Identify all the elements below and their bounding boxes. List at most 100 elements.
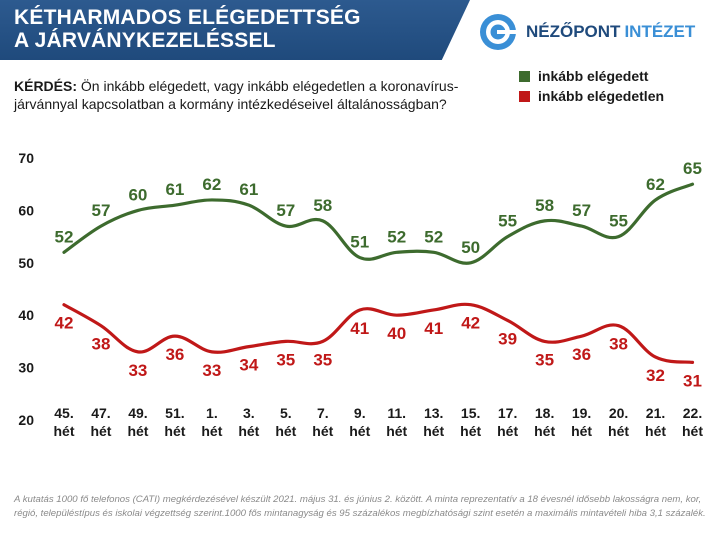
data-label-satisfied: 57 — [276, 201, 295, 220]
x-tick-label: 9. — [354, 405, 366, 421]
data-label-satisfied: 55 — [609, 212, 628, 231]
nezopont-logo: NÉZŐPONT INTÉZET — [478, 12, 695, 52]
series-line-dissatisfied — [62, 302, 695, 364]
x-tick-label: 18. — [535, 405, 554, 421]
data-label-dissatisfied: 42 — [55, 314, 74, 333]
x-tick-label: 49. — [128, 405, 147, 421]
data-label-satisfied: 58 — [313, 196, 332, 215]
data-label-satisfied: 57 — [92, 201, 111, 220]
x-tick-label: 17. — [498, 405, 517, 421]
legend-item-satisfied: inkább elégedett — [519, 66, 664, 86]
x-tick-label: 22. — [683, 405, 702, 421]
data-label-satisfied: 60 — [128, 185, 147, 204]
data-label-dissatisfied: 42 — [461, 314, 480, 333]
logo-icon — [480, 14, 517, 50]
data-label-dissatisfied: 41 — [350, 319, 369, 338]
y-tick-label: 20 — [18, 412, 34, 428]
x-tick-label-unit: hét — [349, 423, 370, 439]
legend-swatch-dissatisfied — [519, 90, 530, 102]
logo-text: NÉZŐPONT INTÉZET — [526, 22, 695, 42]
question-text: KÉRDÉS: Ön inkább elégedett, vagy inkább… — [14, 77, 514, 113]
title-banner — [0, 0, 470, 60]
y-tick-label: 60 — [18, 202, 34, 218]
data-label-satisfied: 57 — [572, 201, 591, 220]
x-tick-label-unit: hét — [534, 423, 555, 439]
data-label-dissatisfied: 32 — [646, 366, 665, 385]
y-tick-label: 40 — [18, 307, 34, 323]
chart-legend: inkább elégedett inkább elégedetlen — [519, 66, 664, 106]
x-tick-label: 1. — [206, 405, 218, 421]
data-label-satisfied: 50 — [461, 238, 480, 257]
series-line-satisfied — [62, 182, 695, 265]
data-label-satisfied: 65 — [683, 159, 702, 178]
x-tick-label: 20. — [609, 405, 628, 421]
x-tick-label-unit: hét — [275, 423, 296, 439]
data-label-dissatisfied: 34 — [239, 356, 258, 375]
data-label-satisfied: 62 — [646, 175, 665, 194]
data-label-satisfied: 58 — [535, 196, 554, 215]
x-tick-label: 13. — [424, 405, 443, 421]
data-label-dissatisfied: 35 — [276, 350, 295, 369]
data-label-satisfied: 55 — [498, 212, 517, 231]
x-tick-label-unit: hét — [497, 423, 518, 439]
x-tick-label-unit: hét — [571, 423, 592, 439]
x-tick-label: 19. — [572, 405, 591, 421]
x-tick-label-unit: hét — [386, 423, 407, 439]
data-label-dissatisfied: 38 — [609, 335, 628, 354]
legend-label-dissatisfied: inkább elégedetlen — [538, 88, 665, 104]
data-label-dissatisfied: 33 — [128, 361, 147, 380]
x-tick-label: 15. — [461, 405, 480, 421]
data-label-dissatisfied: 35 — [313, 350, 332, 369]
y-tick-label: 70 — [18, 150, 34, 166]
footnote: A kutatás 1000 fő telefonos (CATI) megké… — [14, 494, 706, 519]
x-tick-label: 5. — [280, 405, 292, 421]
data-label-satisfied: 61 — [239, 180, 258, 199]
data-label-satisfied: 61 — [165, 180, 184, 199]
x-tick-label-unit: hét — [645, 423, 666, 439]
data-label-satisfied: 52 — [55, 227, 74, 246]
x-tick-label: 51. — [165, 405, 184, 421]
x-tick-label-unit: hét — [423, 423, 444, 439]
x-tick-label-unit: hét — [312, 423, 333, 439]
data-label-satisfied: 52 — [387, 227, 406, 246]
x-tick-label-unit: hét — [608, 423, 629, 439]
data-label-dissatisfied: 36 — [572, 345, 591, 364]
data-label-dissatisfied: 41 — [424, 319, 443, 338]
data-label-satisfied: 62 — [202, 175, 221, 194]
title-line-1: KÉTHARMADOS ELÉGEDETTSÉG — [14, 6, 361, 29]
x-tick-label: 45. — [54, 405, 73, 421]
x-tick-label-unit: hét — [201, 423, 222, 439]
data-label-satisfied: 52 — [424, 227, 443, 246]
legend-swatch-satisfied — [519, 70, 530, 82]
data-label-dissatisfied: 35 — [535, 350, 554, 369]
page-title: KÉTHARMADOS ELÉGEDETTSÉG A JÁRVÁNYKEZELÉ… — [14, 6, 361, 52]
x-tick-label: 47. — [91, 405, 110, 421]
data-label-dissatisfied: 36 — [165, 345, 184, 364]
x-tick-label-unit: hét — [238, 423, 259, 439]
x-tick-label: 7. — [317, 405, 329, 421]
logo-text-part2: INTÉZET — [624, 22, 696, 41]
x-tick-label-unit: hét — [127, 423, 148, 439]
y-tick-label: 50 — [18, 255, 34, 271]
data-label-satisfied: 51 — [350, 233, 369, 252]
data-label-dissatisfied: 39 — [498, 329, 517, 348]
x-tick-label-unit: hét — [54, 423, 75, 439]
question-label: KÉRDÉS: — [14, 78, 78, 94]
legend-label-satisfied: inkább elégedett — [538, 68, 649, 84]
x-tick-label: 3. — [243, 405, 255, 421]
data-label-dissatisfied: 38 — [92, 335, 111, 354]
x-tick-label-unit: hét — [682, 423, 703, 439]
question-body: Ön inkább elégedett, vagy inkább elégede… — [14, 78, 459, 112]
line-chart: 20 30 40 50 60 70 45. hét 47. hét 49. hét 51. hét 1. hé… — [18, 150, 703, 439]
legend-item-dissatisfied: inkább elégedetlen — [519, 86, 664, 106]
title-line-2: A JÁRVÁNYKEZELÉSSEL — [14, 29, 276, 52]
data-label-dissatisfied: 31 — [683, 371, 702, 390]
logo-text-part1: NÉZŐPONT — [526, 22, 621, 41]
x-tick-label: 21. — [646, 405, 665, 421]
x-tick-label-unit: hét — [164, 423, 185, 439]
x-tick-label-unit: hét — [90, 423, 111, 439]
x-tick-label-unit: hét — [460, 423, 481, 439]
x-tick-label: 11. — [387, 405, 406, 421]
y-tick-label: 30 — [18, 360, 34, 376]
data-label-dissatisfied: 40 — [387, 324, 406, 343]
